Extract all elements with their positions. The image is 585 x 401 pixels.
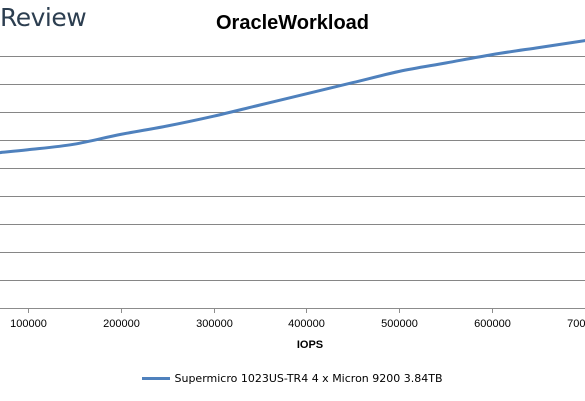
brand-logo-text: Review bbox=[0, 3, 87, 32]
legend: Supermicro 1023US-TR4 4 x Micron 9200 3.… bbox=[0, 372, 585, 385]
x-axis-ticks: 100000 200000 300000 400000 500000 600000 7000… bbox=[10, 308, 585, 330]
x-tick-label: 300000 bbox=[196, 318, 233, 330]
legend-swatch bbox=[142, 376, 171, 380]
x-tick-label: 700000 bbox=[567, 318, 585, 330]
series-line bbox=[0, 39, 585, 155]
x-tick-label: 100000 bbox=[10, 318, 47, 330]
x-axis-title: IOPS bbox=[297, 339, 323, 351]
legend-label: Supermicro 1023US-TR4 4 x Micron 9200 3.… bbox=[174, 372, 443, 385]
series-layer bbox=[0, 39, 585, 155]
x-tick-label: 200000 bbox=[103, 318, 140, 330]
x-tick-label: 600000 bbox=[474, 318, 511, 330]
chart-title: OracleWorkload bbox=[215, 12, 370, 34]
x-tick-label: 400000 bbox=[288, 318, 325, 330]
gridlines bbox=[0, 56, 585, 309]
x-tick-label: 500000 bbox=[381, 318, 418, 330]
